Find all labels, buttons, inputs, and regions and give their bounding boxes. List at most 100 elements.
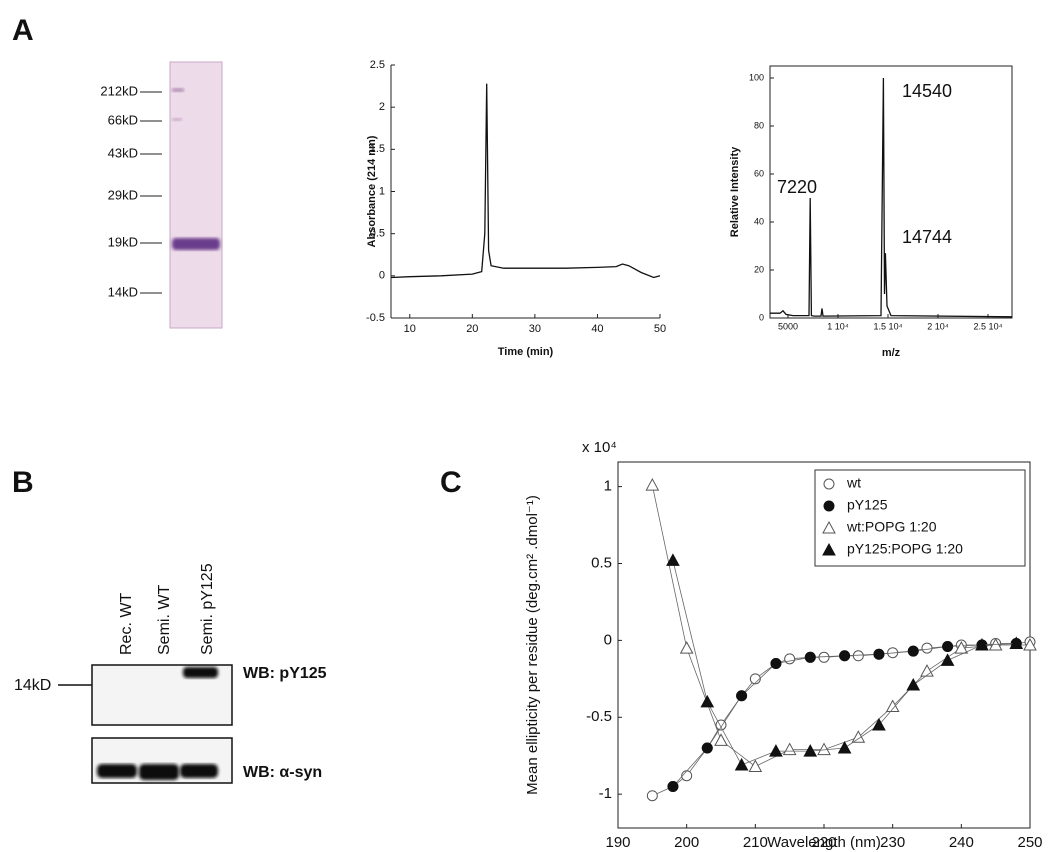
y-tick-label: 80 [754, 120, 764, 130]
blot-marker: 14kD [14, 677, 51, 694]
axis-multiplier: x 10⁴ [582, 439, 617, 456]
data-point [954, 641, 969, 654]
data-point [837, 740, 852, 754]
gel-marker-label: 43kD [108, 145, 138, 160]
y-tick-label: 0 [379, 270, 385, 282]
x-tick-label: 5000 [778, 321, 798, 331]
gel-band [172, 238, 220, 250]
y-tick-label: -1 [599, 785, 612, 802]
data-point [700, 694, 715, 708]
y-tick-label: 1.5 [370, 143, 385, 155]
data-point [975, 637, 989, 651]
legend-marker [822, 520, 836, 534]
panel-label: A [12, 14, 34, 47]
legend-marker [823, 478, 835, 490]
series-line [651, 485, 1030, 767]
y-tick-label: 40 [754, 216, 764, 226]
y-tick-label: 60 [754, 168, 764, 178]
data-point [749, 673, 761, 685]
legend-marker [822, 542, 836, 556]
y-tick-label: -0.5 [366, 312, 385, 324]
data-point [851, 730, 866, 743]
x-tick-label: 240 [949, 834, 974, 851]
x-tick-label: 1.5 10⁴ [874, 321, 903, 331]
data-point [873, 648, 885, 660]
x-tick-label: 20 [466, 323, 478, 335]
data-point [748, 759, 763, 772]
data-point [734, 757, 749, 771]
x-tick-label: 1 10⁴ [827, 321, 849, 331]
blot-row-label: WB: pY125 [243, 665, 327, 682]
gel-marker-label: 212kD [100, 83, 138, 98]
y-tick-label: 0 [759, 312, 764, 322]
legend-label: pY125:POPG 1:20 [847, 541, 963, 557]
gel [169, 61, 223, 329]
legend-box [814, 469, 1026, 567]
x-tick-label: 210 [743, 834, 768, 851]
data-point [803, 744, 818, 757]
y-tick-label: 1 [379, 185, 385, 197]
y-tick-label: 20 [754, 264, 764, 274]
gel-marker-label: 14kD [108, 284, 138, 299]
x-tick-label: 30 [529, 323, 541, 335]
data-line [770, 77, 1013, 318]
y-tick-label: 1 [604, 478, 612, 495]
x-tick-label: 250 [1017, 834, 1042, 851]
blot-band [183, 667, 218, 678]
peak-annotation: 14744 [902, 227, 952, 247]
data-point [872, 717, 886, 731]
data-point [701, 742, 713, 754]
peak-annotation: 14540 [902, 81, 952, 101]
blot-row-label: WB: α-syn [243, 764, 322, 781]
gel-marker-label: 66kD [108, 112, 138, 127]
y-tick-label: 2 [379, 101, 385, 113]
lane-label: Rec. WT [118, 593, 135, 655]
x-tick-label: 50 [654, 323, 666, 335]
series-line [672, 560, 1017, 766]
x-tick-label: 220 [811, 834, 836, 851]
plot-frame [769, 65, 1013, 319]
data-point [907, 645, 919, 657]
data-point [818, 651, 830, 663]
gel-marker-label: 19kD [108, 234, 138, 249]
lane-label: Semi. pY125 [199, 563, 216, 655]
legend-label: wt:POPG 1:20 [846, 519, 937, 535]
data-point [920, 664, 934, 677]
y-tick-label: 0.5 [591, 554, 612, 571]
series-line [672, 643, 1017, 787]
data-point [1009, 636, 1024, 649]
data-point [714, 733, 728, 746]
panel-label: B [12, 466, 34, 499]
data-point [681, 770, 693, 782]
blot-band [139, 764, 179, 780]
y-tick-label: 100 [749, 72, 764, 82]
data-point [839, 650, 851, 662]
data-point [940, 653, 955, 666]
y-axis-label: Absorbance (214 nm) [366, 135, 378, 247]
data-point [852, 650, 864, 662]
blot-band [97, 764, 137, 778]
x-axis-label: m/z [882, 347, 901, 359]
series-line [652, 641, 1031, 797]
panel-label: C [440, 466, 462, 499]
data-point [817, 742, 831, 756]
x-tick-label: 200 [674, 834, 699, 851]
x-tick-label: 10 [404, 323, 416, 335]
ladder-band [172, 88, 184, 92]
x-axis-label: Time (min) [498, 346, 554, 358]
y-tick-label: 0 [604, 631, 612, 648]
x-tick-label: 230 [880, 834, 905, 851]
x-tick-label: 190 [605, 834, 630, 851]
data-point [679, 641, 694, 654]
x-tick-label: 2 10⁴ [927, 321, 949, 331]
data-point [1023, 637, 1037, 651]
data-point [666, 553, 680, 566]
data-point [646, 790, 658, 802]
data-point [770, 657, 782, 669]
data-point [645, 478, 660, 491]
data-point [736, 690, 748, 702]
blot-band [180, 764, 218, 778]
gel-marker-label: 29kD [108, 187, 138, 202]
data-point [667, 780, 679, 792]
